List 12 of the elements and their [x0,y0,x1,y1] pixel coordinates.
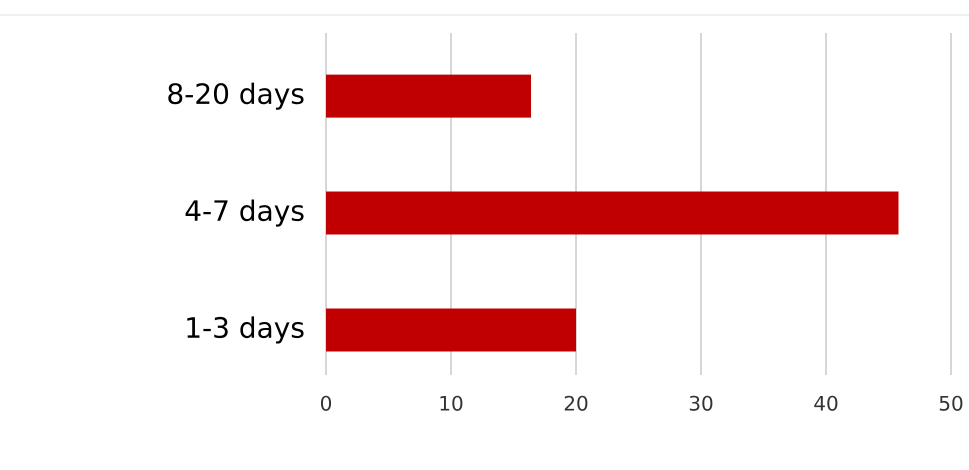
bar [326,74,532,118]
x-tick-label: 30 [690,396,712,411]
bar [326,192,898,235]
x-tick-label: 40 [814,396,838,411]
y-tick-label: 8-20 days [168,82,304,110]
y-tick-label: 1-3 days [187,316,304,344]
x-tick-label: 0 [320,396,332,411]
x-tick-label: 10 [440,396,462,411]
y-tick-label: 4-7 days [186,200,304,227]
x-tick-label: 20 [564,396,588,411]
x-tick-label: 50 [940,396,962,411]
bar [326,308,576,352]
